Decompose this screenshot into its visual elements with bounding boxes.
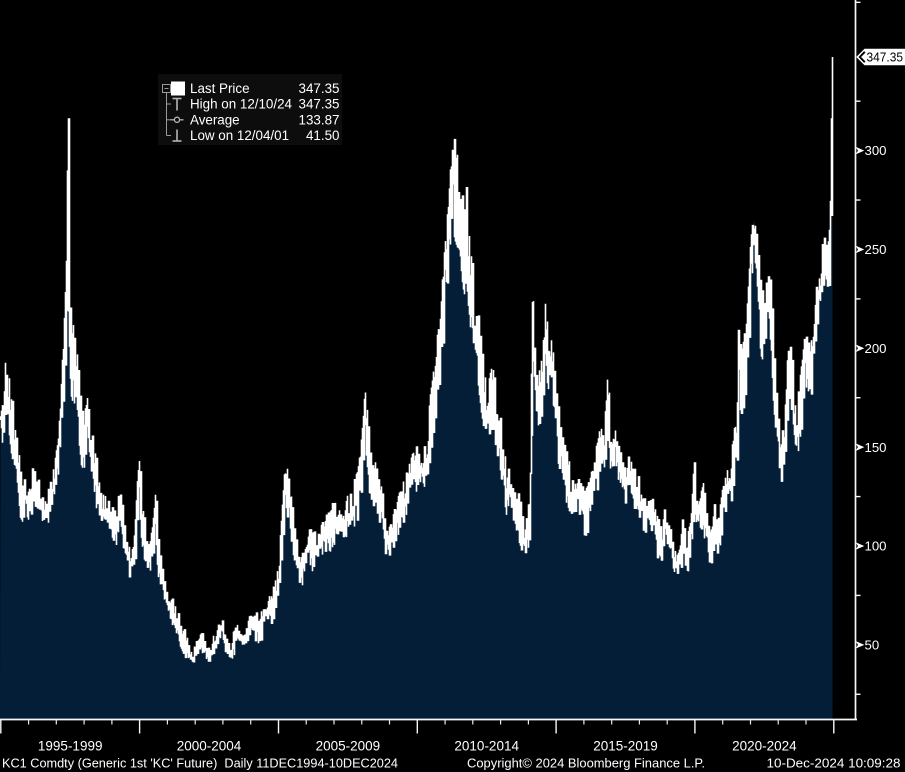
svg-text:347.35: 347.35 bbox=[299, 81, 340, 96]
svg-text:Copyright© 2024 Bloomberg Fina: Copyright© 2024 Bloomberg Finance L.P. bbox=[467, 756, 705, 771]
svg-text:300: 300 bbox=[865, 143, 887, 158]
svg-text:50: 50 bbox=[865, 637, 880, 652]
svg-text:250: 250 bbox=[865, 242, 887, 257]
svg-text:100: 100 bbox=[865, 539, 887, 554]
svg-text:2000-2004: 2000-2004 bbox=[177, 739, 242, 754]
svg-text:347.35: 347.35 bbox=[867, 50, 904, 65]
svg-text:347.35: 347.35 bbox=[299, 97, 340, 112]
svg-text:150: 150 bbox=[865, 440, 887, 455]
svg-text:Last Price: Last Price bbox=[190, 81, 250, 96]
svg-text:133.87: 133.87 bbox=[299, 113, 340, 128]
svg-text:2015-2019: 2015-2019 bbox=[593, 739, 658, 754]
svg-text:2010-2014: 2010-2014 bbox=[454, 739, 519, 754]
svg-text:10-Dec-2024 10:09:28: 10-Dec-2024 10:09:28 bbox=[767, 756, 901, 771]
svg-text:41.50: 41.50 bbox=[306, 128, 340, 143]
svg-text:2020-2024: 2020-2024 bbox=[732, 739, 797, 754]
svg-text:1995-1999: 1995-1999 bbox=[38, 739, 103, 754]
svg-text:200: 200 bbox=[865, 341, 887, 356]
svg-text:2005-2009: 2005-2009 bbox=[316, 739, 381, 754]
svg-text:Average: Average bbox=[190, 113, 240, 128]
svg-text:High on 12/10/24: High on 12/10/24 bbox=[190, 97, 293, 112]
svg-text:Low on 12/04/01: Low on 12/04/01 bbox=[190, 128, 289, 143]
svg-text:KC1 Comdty (Generic 1st 'KC' F: KC1 Comdty (Generic 1st 'KC' Future) Dai… bbox=[2, 756, 398, 771]
